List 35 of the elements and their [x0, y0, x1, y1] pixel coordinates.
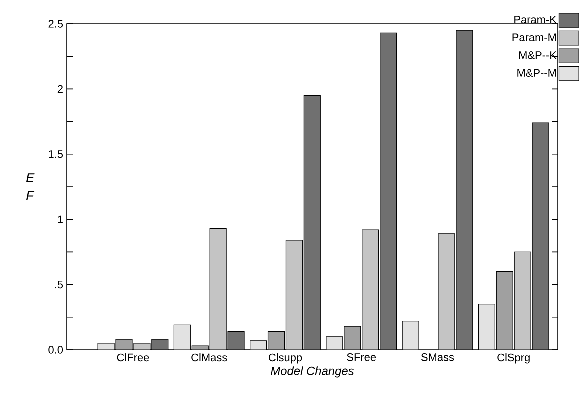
legend-label: Param-M: [512, 34, 556, 42]
x-axis-title: Model Changes: [271, 366, 354, 378]
bar: [380, 33, 397, 350]
bar: [304, 96, 321, 350]
legend-label: Param-K: [514, 16, 557, 24]
y-tick-label: 1: [58, 216, 63, 224]
bar: [456, 30, 473, 350]
legend-label: M&P--M: [518, 69, 556, 78]
bar: [268, 332, 285, 350]
x-tick-label: Clsupp: [268, 354, 302, 364]
bar: [174, 325, 191, 350]
x-tick-label: SMass: [421, 354, 454, 362]
bar: [362, 230, 379, 350]
y-tick-label: 2.5: [48, 20, 64, 28]
bar: [496, 271, 514, 350]
bar: [514, 252, 532, 350]
bar: [210, 228, 227, 350]
x-tick-label: ClMass: [192, 354, 228, 362]
bar: [344, 326, 361, 350]
x-tick-label: SFree: [347, 354, 376, 362]
y-tick-label: .5: [55, 280, 64, 289]
y-tick-label: 2: [58, 85, 63, 94]
legend-label: M&P--K: [519, 52, 557, 60]
bar: [250, 340, 267, 350]
y-axis-title: E F: [26, 174, 35, 200]
bar: [478, 304, 496, 350]
x-tick-label: ClFree: [117, 354, 150, 362]
bar: [228, 332, 245, 350]
bar: [532, 122, 550, 350]
bar: [402, 321, 420, 350]
y-tick-label: 1.5: [49, 150, 64, 158]
bar: [438, 234, 455, 350]
x-tick-label: ClSprg: [498, 354, 530, 364]
y-tick-label: 0.0: [48, 346, 64, 354]
bar: [286, 240, 303, 350]
